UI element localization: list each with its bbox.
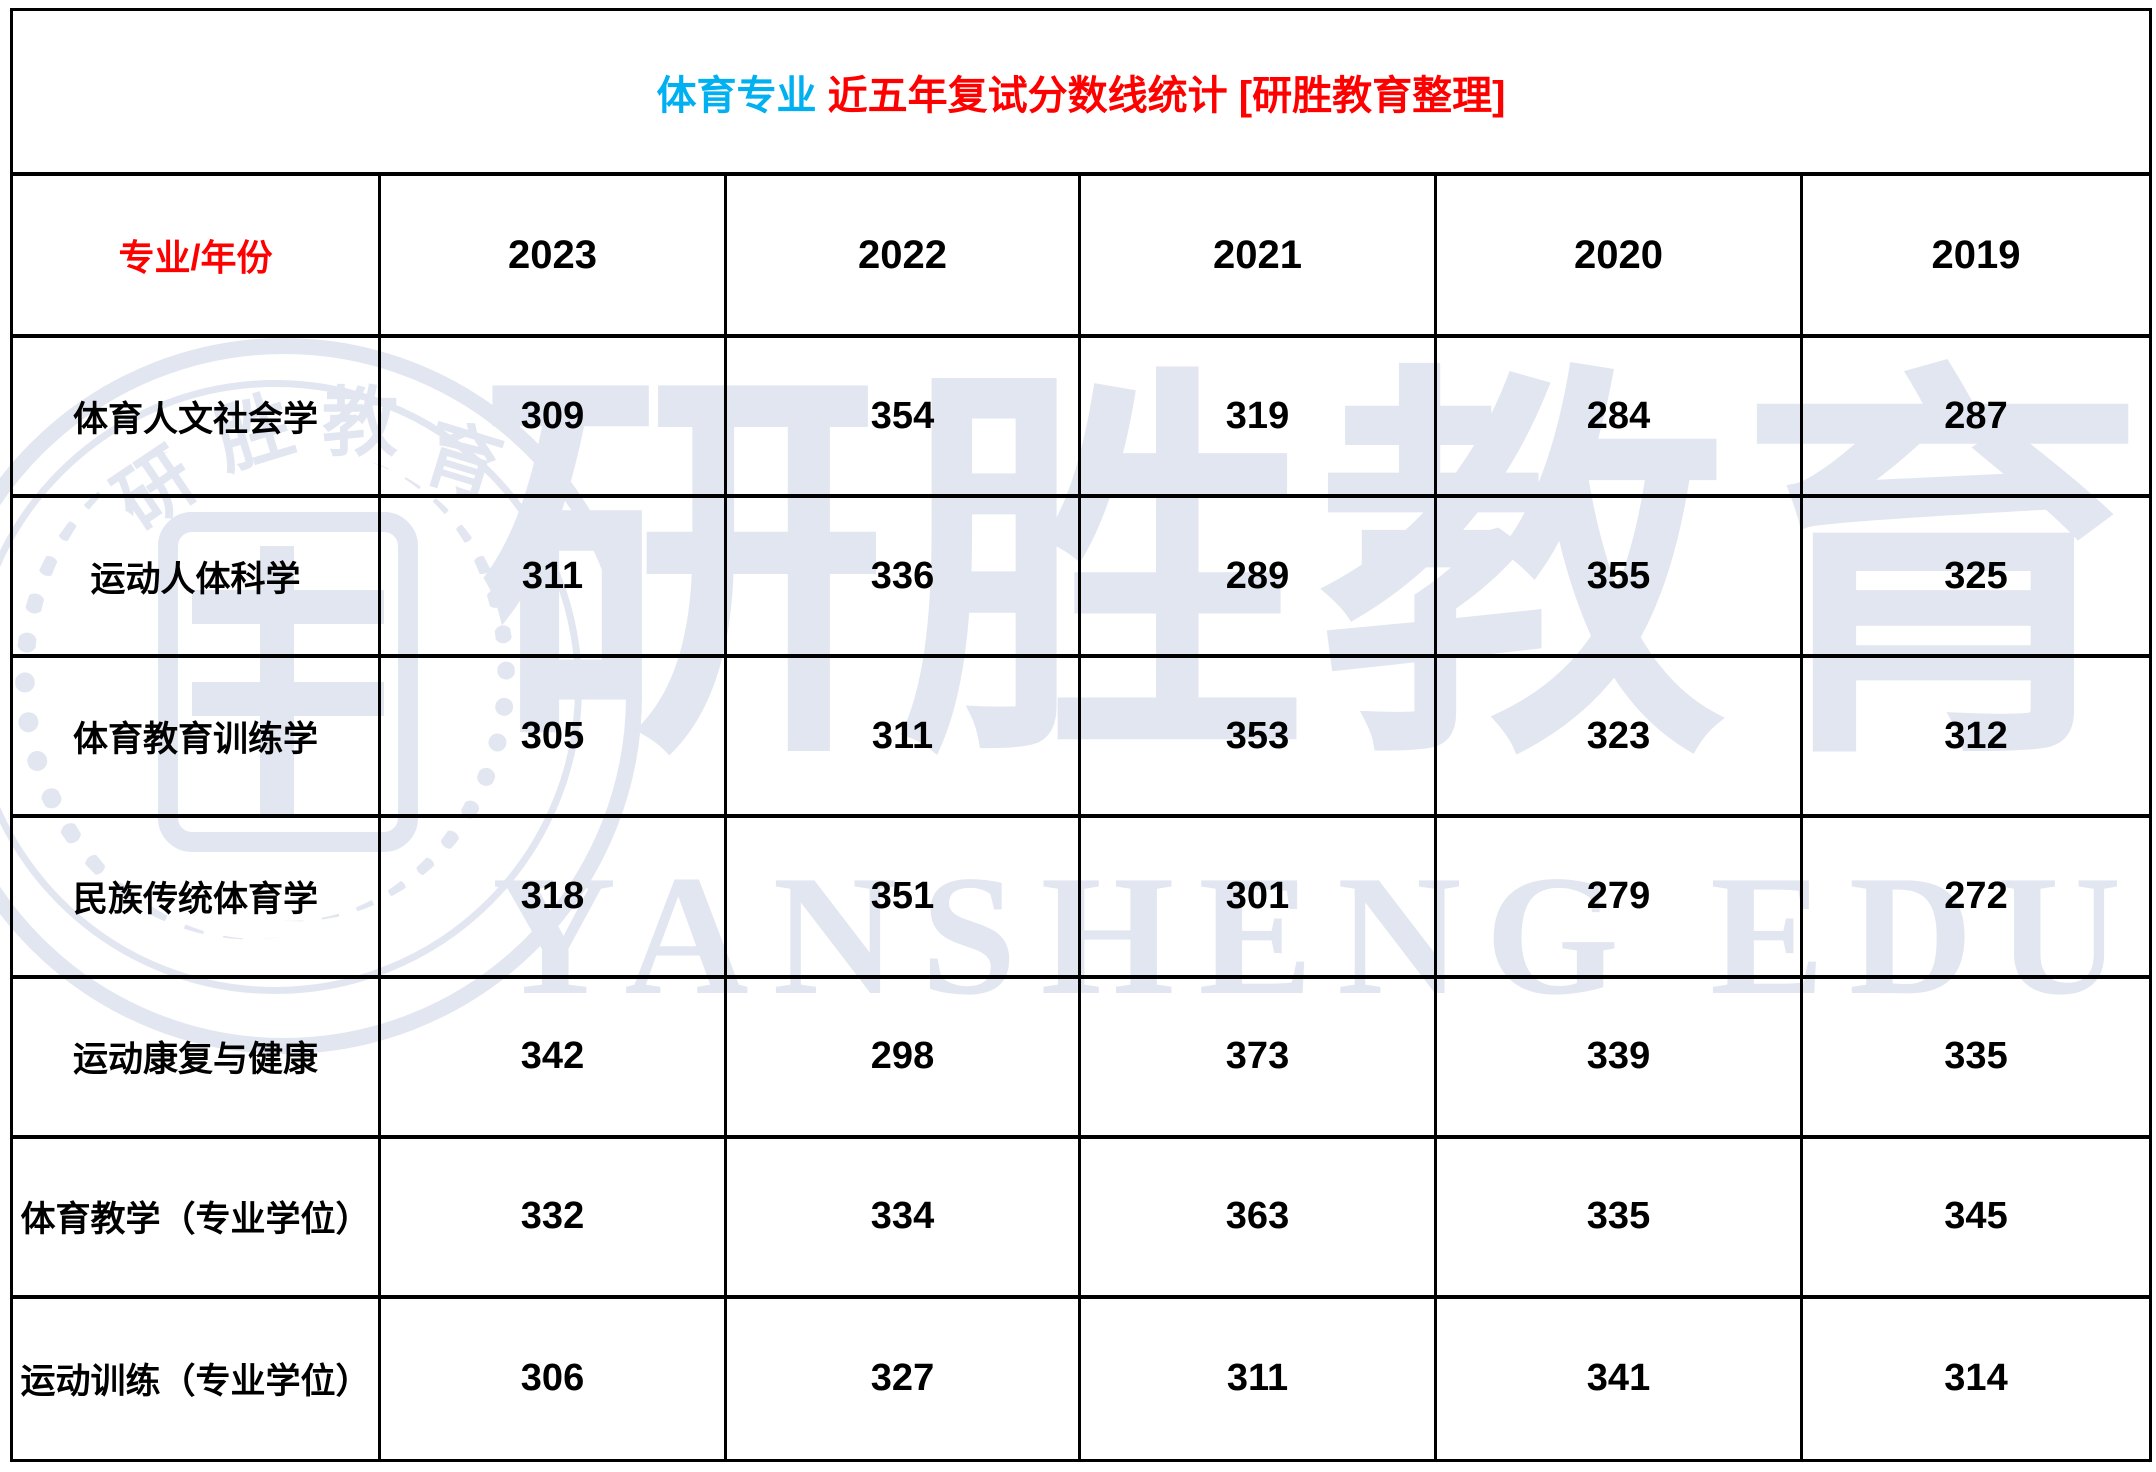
year-column-header: 2021	[1081, 176, 1437, 338]
score-cell: 311	[381, 498, 727, 659]
score-cell: 335	[1437, 1138, 1803, 1299]
score-cell: 345	[1803, 1139, 2149, 1299]
score-cell: 373	[1081, 978, 1437, 1139]
score-cell: 323	[1437, 658, 1803, 819]
year-column-header: 2019	[1803, 176, 2149, 338]
score-cell: 335	[1803, 979, 2149, 1139]
score-cell: 336	[727, 498, 1081, 659]
table-title-highlight: 体育专业	[656, 73, 817, 118]
score-cell: 363	[1081, 1138, 1437, 1299]
score-cell: 341	[1437, 1298, 1803, 1459]
score-cell: 305	[381, 658, 727, 819]
score-cell: 334	[727, 1138, 1081, 1299]
score-cell: 312	[1803, 658, 2149, 819]
major-label: 运动人体科学	[13, 498, 381, 659]
score-cell: 287	[1803, 338, 2149, 499]
table-title: 体育专业 近五年复试分数线统计 [研胜教育整理]	[13, 11, 2149, 176]
score-cell: 311	[727, 658, 1081, 819]
score-cell: 298	[727, 978, 1081, 1139]
score-cell: 279	[1437, 818, 1803, 979]
score-cell: 325	[1803, 498, 2149, 659]
score-cell: 289	[1081, 498, 1437, 659]
title-space	[817, 69, 828, 114]
major-label: 体育教育训练学	[13, 658, 381, 819]
score-cell: 301	[1081, 818, 1437, 979]
year-column-header: 2020	[1437, 176, 1803, 338]
score-cell: 332	[381, 1138, 727, 1299]
score-cell: 342	[381, 978, 727, 1139]
table-title-rest: 近五年复试分数线统计 [研胜教育整理]	[827, 73, 1506, 118]
score-cell: 318	[381, 818, 727, 979]
score-cell: 272	[1803, 818, 2149, 979]
year-column-header: 2023	[381, 176, 727, 338]
score-cell: 284	[1437, 338, 1803, 499]
major-label: 体育人文社会学	[13, 338, 381, 499]
corner-header-major-year: 专业/年份	[13, 176, 381, 338]
major-label: 运动康复与健康	[13, 978, 381, 1139]
score-cell: 353	[1081, 658, 1437, 819]
major-label: 民族传统体育学	[13, 818, 381, 979]
score-cell: 351	[727, 818, 1081, 979]
score-cell: 314	[1944, 1357, 2008, 1400]
score-cell: 319	[1081, 338, 1437, 499]
score-table: 体育专业 近五年复试分数线统计 [研胜教育整理] 专业/年份 2023 2022 2…	[10, 8, 2152, 1462]
score-cell: 355	[1437, 498, 1803, 659]
score-cell: 306	[381, 1298, 727, 1459]
score-cell: 309	[381, 338, 727, 499]
major-label: 体育教学（专业学位）	[13, 1138, 381, 1299]
score-cell: 339	[1437, 978, 1803, 1139]
major-label: 运动训练（专业学位）	[13, 1298, 381, 1459]
score-cell: 311	[1081, 1298, 1437, 1459]
year-column-header: 2022	[727, 176, 1081, 338]
score-cell: 354	[727, 338, 1081, 499]
score-cell: 327	[727, 1298, 1081, 1459]
